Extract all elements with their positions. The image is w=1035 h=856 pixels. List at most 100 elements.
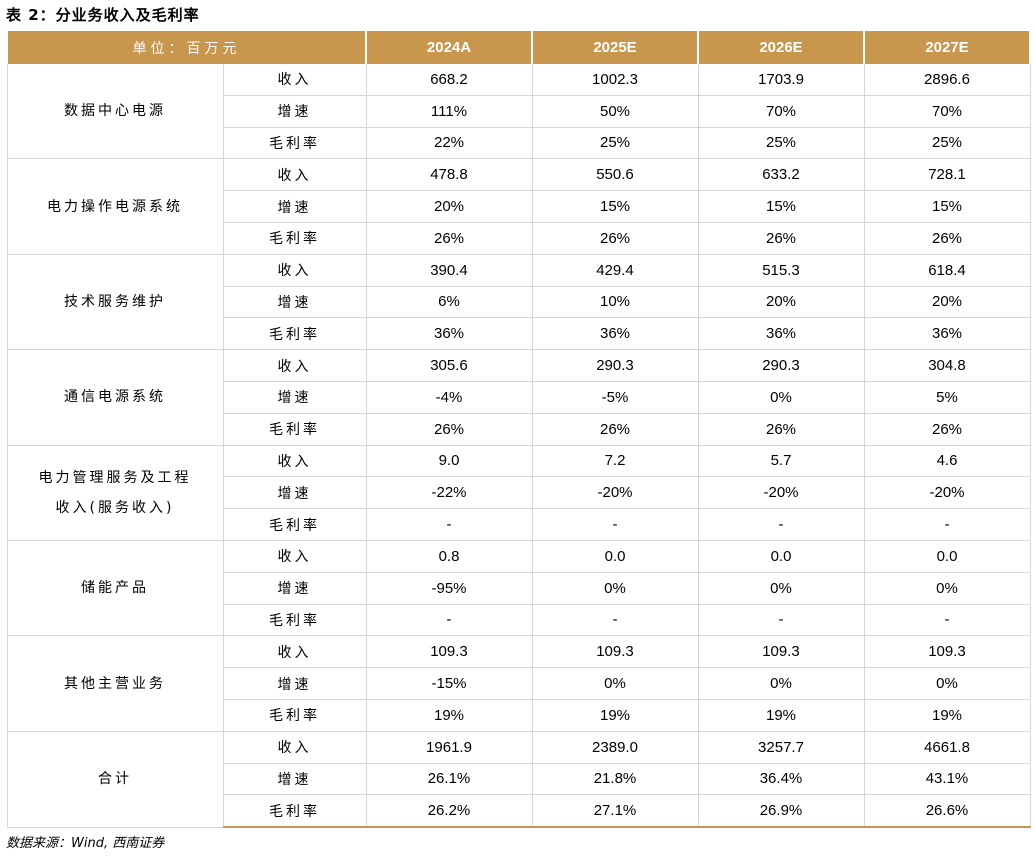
value-cell: 1002.3 bbox=[532, 64, 699, 96]
table-row: 电力操作电源系统 收入 478.8 550.6 633.2 728.1 bbox=[6, 158, 1031, 255]
value-cell: 26% bbox=[532, 222, 699, 255]
value-cell: 5% bbox=[864, 381, 1031, 414]
value-cell: 19% bbox=[366, 699, 533, 732]
table-row: 增速 -95% 0% 0% 0% bbox=[7, 572, 1031, 605]
value-cell: - bbox=[698, 604, 865, 637]
value-cell: 15% bbox=[532, 190, 699, 223]
value-cell: -95% bbox=[366, 572, 533, 605]
value-cell: - bbox=[698, 508, 865, 541]
value-cell: 728.1 bbox=[864, 158, 1031, 192]
table-row: 数据中心电源 收入 668.2 1002.3 1703.9 2896.6 bbox=[6, 64, 1031, 160]
table-row: 增速 26.1% 21.8% 36.4% 43.1% bbox=[7, 763, 1031, 796]
value-cell: 50% bbox=[532, 95, 699, 128]
table-row: 毛利率 26% 26% 26% 26% bbox=[7, 413, 1031, 446]
table-row: 技术服务维护 收入 390.4 429.4 515.3 618.4 bbox=[6, 254, 1031, 351]
table-row: 合计 收入 1961.9 2389.0 3257.7 4661.8 bbox=[6, 731, 1031, 828]
metric-label: 增速 bbox=[223, 572, 367, 605]
segment-name-cell: 其他主营业务 bbox=[6, 635, 224, 732]
metric-label: 收入 bbox=[223, 540, 367, 573]
value-cell: 36% bbox=[532, 317, 699, 351]
value-cell: 36.4% bbox=[698, 763, 865, 796]
table-row: 毛利率 - - - - bbox=[7, 508, 1031, 541]
value-cell: 4.6 bbox=[864, 445, 1031, 478]
table-header-row: 单位：百万元 2024A 2025E 2026E 2027E bbox=[6, 31, 1031, 64]
value-cell: 20% bbox=[864, 286, 1031, 319]
segment-name: 数据中心电源 bbox=[64, 103, 166, 120]
value-cell: 36% bbox=[366, 317, 533, 351]
metric-label: 收入 bbox=[223, 635, 367, 669]
metric-label: 增速 bbox=[223, 381, 367, 414]
value-cell: - bbox=[532, 604, 699, 637]
value-cell: - bbox=[864, 508, 1031, 541]
value-cell: 304.8 bbox=[864, 349, 1031, 382]
segment-name: 电力管理服务及工程 bbox=[38, 469, 192, 486]
value-cell: 21.8% bbox=[532, 763, 699, 796]
metric-label: 收入 bbox=[223, 64, 367, 96]
value-cell: 668.2 bbox=[366, 64, 533, 96]
value-cell: 0.0 bbox=[698, 540, 865, 573]
value-cell: 25% bbox=[698, 127, 865, 160]
source-note: 数据来源：Wind, 西南证券 bbox=[6, 836, 165, 851]
value-cell: 109.3 bbox=[366, 635, 533, 669]
value-cell: 2389.0 bbox=[532, 731, 699, 764]
table-row: 储能产品 收入 0.8 0.0 0.0 0.0 bbox=[6, 540, 1031, 637]
value-cell: 36% bbox=[864, 317, 1031, 351]
metric-label: 增速 bbox=[223, 667, 367, 700]
value-cell: 0% bbox=[698, 667, 865, 700]
value-cell: 20% bbox=[366, 190, 533, 223]
value-cell: 478.8 bbox=[366, 158, 533, 192]
value-cell: 0% bbox=[532, 572, 699, 605]
value-cell: 70% bbox=[698, 95, 865, 128]
segment-name: 技术服务维护 bbox=[64, 293, 166, 310]
value-cell: 26% bbox=[532, 413, 699, 446]
value-cell: 0.8 bbox=[366, 540, 533, 573]
metric-label: 增速 bbox=[223, 763, 367, 796]
metric-label: 毛利率 bbox=[223, 317, 367, 351]
value-cell: 10% bbox=[532, 286, 699, 319]
value-cell: -5% bbox=[532, 381, 699, 414]
value-cell: 19% bbox=[532, 699, 699, 732]
value-cell: - bbox=[864, 604, 1031, 637]
segment-name-cell: 通信电源系统 bbox=[6, 349, 224, 446]
segment-name: 收入(服务收入) bbox=[55, 499, 175, 516]
value-cell: 70% bbox=[864, 95, 1031, 128]
value-cell: 26% bbox=[698, 413, 865, 446]
metric-label: 增速 bbox=[223, 476, 367, 510]
metric-label: 毛利率 bbox=[223, 222, 367, 255]
value-cell: 3257.7 bbox=[698, 731, 865, 764]
table-row: 其他主营业务 收入 109.3 109.3 109.3 109.3 bbox=[6, 635, 1031, 732]
metric-label: 增速 bbox=[223, 190, 367, 223]
metric-label: 增速 bbox=[223, 95, 367, 128]
value-cell: - bbox=[532, 508, 699, 541]
value-cell: 2896.6 bbox=[864, 64, 1031, 96]
value-cell: 0.0 bbox=[532, 540, 699, 573]
value-cell: 0% bbox=[864, 667, 1031, 700]
value-cell: 19% bbox=[864, 699, 1031, 732]
table-row: 毛利率 22% 25% 25% 25% bbox=[7, 127, 1031, 160]
table-row: 毛利率 - - - - bbox=[7, 604, 1031, 637]
value-cell: 111% bbox=[366, 95, 533, 128]
value-cell: 1703.9 bbox=[698, 64, 865, 96]
value-cell: -20% bbox=[532, 476, 699, 510]
metric-label: 收入 bbox=[223, 254, 367, 287]
segment-name: 储能产品 bbox=[81, 580, 149, 597]
unit-header: 单位：百万元 bbox=[6, 31, 367, 64]
year-header: 2025E bbox=[531, 31, 699, 64]
table-row: 毛利率 36% 36% 36% 36% bbox=[7, 317, 1031, 351]
value-cell: 26% bbox=[864, 413, 1031, 446]
table-row: 增速 111% 50% 70% 70% bbox=[7, 95, 1031, 128]
value-cell: 26.9% bbox=[698, 794, 865, 829]
table-row: 电力管理服务及工程 收入(服务收入) 收入 9.0 7.2 5.7 4.6 bbox=[6, 445, 1031, 541]
value-cell: 26% bbox=[864, 222, 1031, 255]
metric-label: 增速 bbox=[223, 286, 367, 319]
value-cell: - bbox=[366, 508, 533, 541]
value-cell: 25% bbox=[864, 127, 1031, 160]
segment-name-cell: 合计 bbox=[6, 731, 224, 828]
value-cell: 390.4 bbox=[366, 254, 533, 287]
value-cell: 36% bbox=[698, 317, 865, 351]
segment-name-cell: 电力管理服务及工程 收入(服务收入) bbox=[6, 445, 224, 541]
value-cell: 7.2 bbox=[532, 445, 699, 478]
value-cell: 515.3 bbox=[698, 254, 865, 287]
table-row: 增速 6% 10% 20% 20% bbox=[7, 286, 1031, 319]
table-title: 表 2：分业务收入及毛利率 bbox=[6, 6, 200, 24]
